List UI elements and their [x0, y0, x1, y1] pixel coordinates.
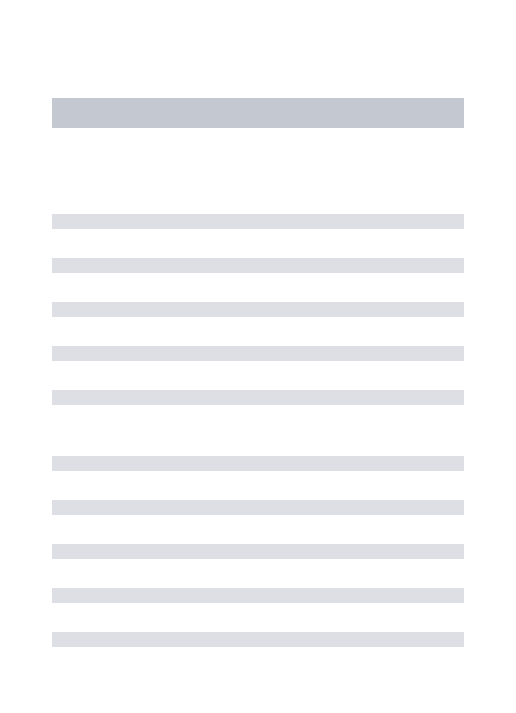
skeleton-line [52, 632, 464, 647]
skeleton-line [52, 588, 464, 603]
skeleton-line [52, 544, 464, 559]
skeleton-line [52, 500, 464, 515]
skeleton-line [52, 302, 464, 317]
skeleton-section-1 [52, 214, 464, 405]
skeleton-line [52, 390, 464, 405]
skeleton-line [52, 456, 464, 471]
skeleton-placeholder [0, 0, 516, 647]
skeleton-section-gap [52, 434, 464, 456]
skeleton-line [52, 214, 464, 229]
skeleton-title-bar [52, 98, 464, 128]
skeleton-section-2 [52, 456, 464, 647]
skeleton-line [52, 258, 464, 273]
skeleton-line [52, 346, 464, 361]
